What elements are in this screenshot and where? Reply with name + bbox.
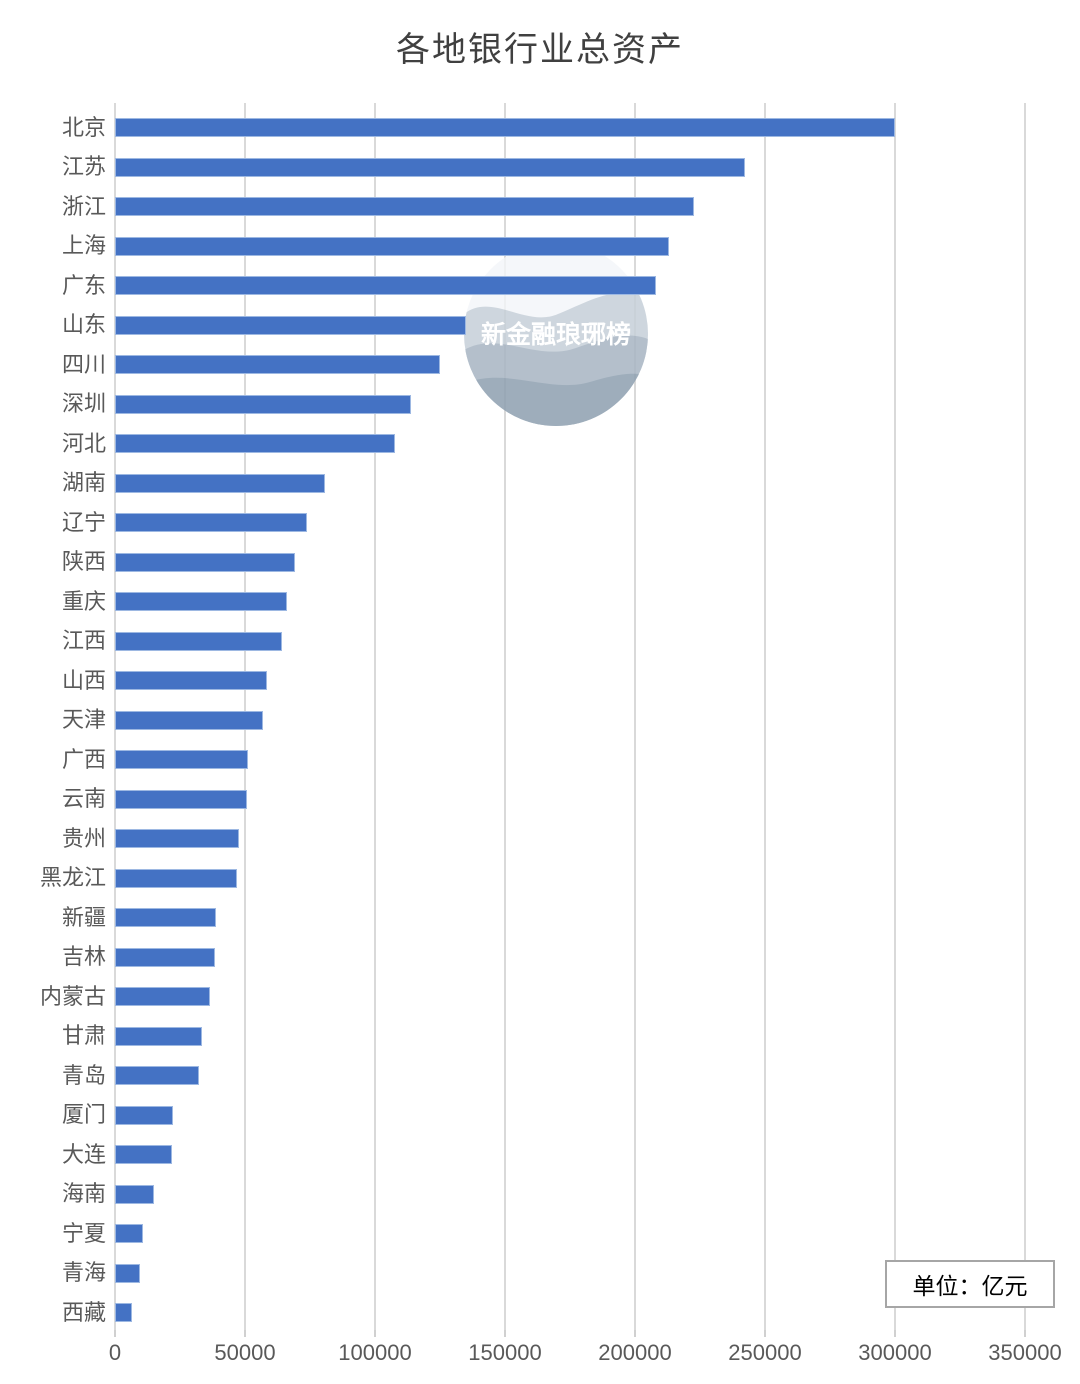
bar-2 [115,197,694,217]
bar-18 [115,829,240,849]
chart-title: 各地银行业总资产 [396,31,684,69]
category-label: 广东 [61,272,106,298]
x-axis-tick-label: 150000 [468,1340,542,1365]
bar-8 [115,434,396,454]
x-axis-tick [894,1330,896,1337]
x-axis-tick [374,1330,376,1337]
x-axis-tick-label: 50000 [214,1340,276,1365]
bar-15 [115,710,264,730]
bar-7 [115,394,411,414]
category-label: 江西 [61,628,106,654]
bar-23 [115,1026,203,1046]
x-axis-tick [634,1330,636,1337]
category-label: 海南 [61,1181,106,1207]
category-label: 陕西 [61,549,106,575]
watermark-waves-graphic: 新金融琅琊榜 [464,242,648,426]
bar-6 [115,355,441,375]
category-label: 江苏 [61,154,106,180]
category-label: 青岛 [61,1062,106,1088]
bar-21 [115,947,215,967]
gridline [764,103,766,1330]
bar-27 [115,1184,155,1204]
gridline [894,103,896,1330]
x-axis-tick [114,1330,116,1337]
bar-3 [115,236,670,256]
category-label: 北京 [61,114,106,140]
category-label: 新疆 [61,904,106,930]
category-label: 贵州 [61,825,106,851]
bar-9 [115,473,325,493]
category-label: 大连 [61,1141,106,1167]
bar-14 [115,671,268,691]
category-label: 山西 [61,667,106,693]
gridline [1024,103,1026,1330]
watermark-badge: 新金融琅琊榜 [464,242,648,426]
category-label: 四川 [61,351,106,377]
bar-5 [115,315,466,335]
x-axis-tick [1024,1330,1026,1337]
bar-11 [115,552,296,572]
bar-25 [115,1105,173,1125]
bar-26 [115,1145,173,1165]
category-label: 山东 [61,312,106,338]
category-label: 重庆 [61,588,106,614]
category-label: 宁夏 [61,1220,106,1246]
category-label: 内蒙古 [39,983,106,1009]
x-axis-tick [504,1330,506,1337]
bar-24 [115,1066,200,1086]
gridline [374,103,376,1330]
bar-19 [115,868,238,888]
x-axis-tick-label: 200000 [598,1340,672,1365]
bar-10 [115,513,308,533]
category-label: 深圳 [61,391,106,417]
bar-30 [115,1303,133,1323]
bar-4 [115,276,657,296]
category-label: 广西 [61,746,106,772]
category-label: 辽宁 [61,509,106,535]
category-label: 甘肃 [61,1023,106,1049]
unit-label-box: 单位：亿元 [885,1260,1055,1308]
bar-29 [115,1263,140,1283]
category-label: 上海 [61,233,106,259]
category-label: 西藏 [61,1299,106,1325]
bar-1 [115,157,745,177]
x-axis-tick-label: 100000 [338,1340,412,1365]
category-label: 湖南 [61,470,106,496]
x-axis-tick-label: 0 [108,1340,122,1365]
bar-16 [115,750,249,770]
bar-28 [115,1224,144,1244]
x-axis-tick-label: 250000 [728,1340,802,1365]
x-axis-tick-label: 300000 [858,1340,932,1365]
bar-20 [115,908,216,928]
x-axis-tick [244,1330,246,1337]
category-label: 厦门 [61,1102,106,1128]
bar-0 [115,118,895,138]
category-label: 天津 [61,707,106,733]
category-label: 云南 [61,786,106,812]
category-label: 浙江 [61,193,106,219]
bar-12 [115,592,287,612]
category-label: 吉林 [61,944,106,970]
x-axis-tick-label: 350000 [988,1340,1062,1365]
category-label: 青海 [61,1260,106,1286]
x-axis-tick [764,1330,766,1337]
bar-13 [115,631,282,651]
category-label: 河北 [61,430,106,456]
bar-22 [115,987,211,1007]
watermark-text: 新金融琅琊榜 [481,320,631,349]
gridline [634,103,636,1330]
gridline [504,103,506,1330]
unit-label: 单位：亿元 [912,1273,1028,1299]
category-label: 黑龙江 [39,865,106,891]
bar-17 [115,789,248,809]
